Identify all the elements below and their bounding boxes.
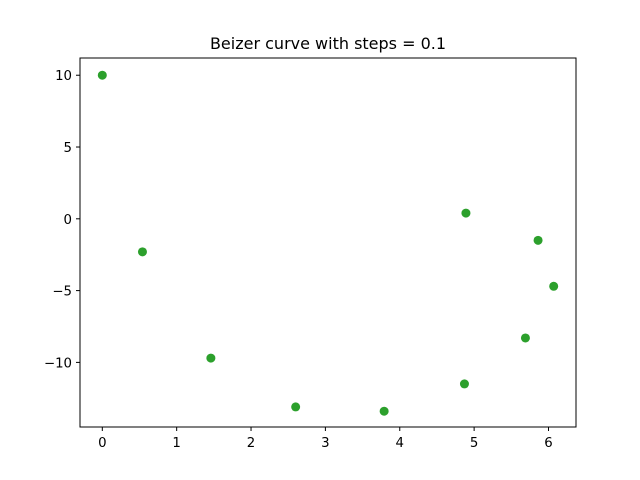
x-axis: 0 1 2 3 4 5 6 [98,427,553,451]
x-tick-label: 5 [470,436,478,451]
y-tick-label: 0 [64,213,72,228]
x-tick-label: 3 [321,436,329,451]
x-tick-label: 1 [172,436,180,451]
x-tick-label: 2 [247,436,255,451]
data-point [291,402,301,412]
y-tick-label: −10 [44,356,72,371]
data-point [549,281,559,291]
y-tick-label: −5 [52,285,72,300]
plot-area [79,57,577,428]
data-point [533,235,543,245]
data-point [206,353,216,363]
data-points [97,70,559,416]
data-point [379,406,389,416]
y-axis: 10 5 0 −5 −10 [44,69,80,371]
data-point [459,379,469,389]
y-tick-label: 5 [64,141,72,156]
data-point [461,208,471,218]
x-tick-label: 0 [98,436,106,451]
data-point [520,333,530,343]
x-tick-label: 6 [544,436,552,451]
data-point [137,247,147,257]
y-tick-label: 10 [55,69,72,84]
x-tick-label: 4 [396,436,404,451]
data-point [97,70,107,80]
chart-title: Beizer curve with steps = 0.1 [210,34,446,53]
